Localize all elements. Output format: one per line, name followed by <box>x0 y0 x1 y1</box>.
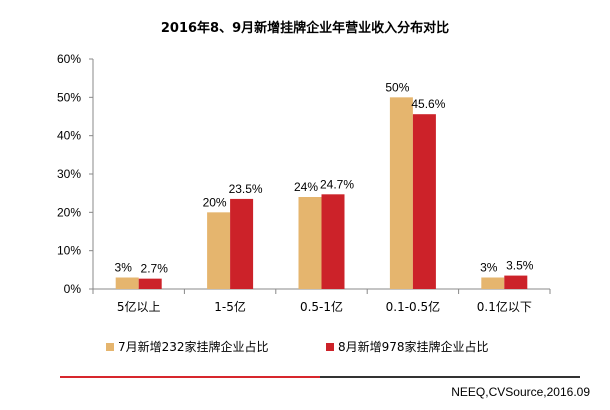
source-note: NEEQ,CVSource,2016.09 <box>451 385 590 399</box>
data-label-series-2: 3.5% <box>506 259 534 273</box>
data-label-series-1: 3% <box>115 261 133 275</box>
category-label: 5亿以上 <box>117 299 161 314</box>
bar-series-2 <box>321 194 345 289</box>
bar-series-2 <box>504 275 528 289</box>
y-tick-label: 30% <box>57 167 81 181</box>
data-label-series-2: 45.6% <box>411 97 445 111</box>
y-tick-label: 50% <box>57 90 81 104</box>
bar-series-2 <box>412 114 436 289</box>
legend-swatch-series-2 <box>326 342 334 351</box>
y-tick-label: 10% <box>57 244 81 258</box>
bar-series-1 <box>115 277 139 289</box>
legend-label-series-2: 8月新增978家挂牌企业占比 <box>338 340 489 354</box>
category-labels: 5亿以上 1-5亿 0.5-1亿 0.1-0.5亿 0.1亿以下 <box>92 289 551 314</box>
y-tick-labels: 0% 10% 20% 30% 40% 50% 60% <box>57 52 93 296</box>
category-label: 0.1亿以下 <box>477 299 532 314</box>
legend-item-series-2: 8月新增978家挂牌企业占比 <box>326 338 489 355</box>
legend-item-series-1: 7月新增232家挂牌企业占比 <box>106 338 269 355</box>
bar-series-1 <box>298 197 322 289</box>
bar-series-1 <box>481 277 505 289</box>
bar-series-1 <box>389 97 413 289</box>
bar-group <box>115 97 528 289</box>
data-label-series-1: 50% <box>385 80 409 94</box>
data-label-series-1: 20% <box>203 195 227 209</box>
y-tick-label: 0% <box>64 282 82 296</box>
legend-swatch-series-1 <box>106 342 114 351</box>
chart-title: 2016年8、9月新增挂牌企业年营业收入分布对比 <box>160 21 450 36</box>
category-label: 0.1-0.5亿 <box>386 299 441 314</box>
data-label-series-1: 24% <box>294 180 318 194</box>
y-tick-label: 20% <box>57 205 81 219</box>
data-label-series-2: 23.5% <box>229 182 263 196</box>
y-tick-label: 40% <box>57 129 81 143</box>
bar-series-2 <box>138 278 162 289</box>
category-label: 1-5亿 <box>214 299 246 314</box>
data-label-series-1: 3% <box>480 261 498 275</box>
footer-divider <box>60 376 580 378</box>
bar-series-2 <box>230 198 254 289</box>
data-labels: 3% 2.7% 20%23.5% 24% 24.7% 50%45.6% 3% 3.5% <box>115 80 534 275</box>
data-label-series-2: 24.7% <box>320 177 354 191</box>
y-tick-label: 60% <box>57 52 81 66</box>
category-label: 0.5-1亿 <box>300 299 343 314</box>
bar-series-1 <box>207 212 231 289</box>
legend-label-series-1: 7月新增232家挂牌企业占比 <box>118 340 269 354</box>
data-label-series-2: 2.7% <box>141 262 169 276</box>
